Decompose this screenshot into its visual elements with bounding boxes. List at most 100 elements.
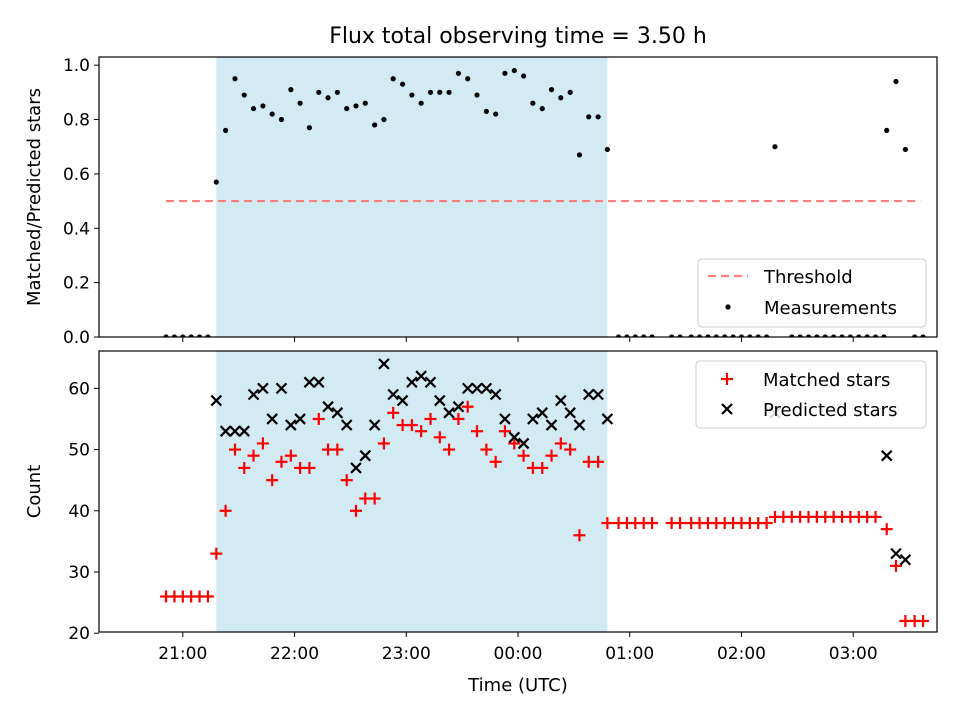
predicted-point — [592, 388, 604, 401]
matched-point — [480, 443, 493, 456]
matched-point — [489, 455, 502, 468]
predicted-point-b — [890, 547, 902, 560]
predicted-point — [601, 413, 614, 425]
matched-point — [889, 559, 902, 572]
predicted-point-b — [387, 388, 399, 401]
predicted-point — [452, 400, 465, 413]
measurement-point — [856, 334, 862, 337]
matched-point — [349, 504, 362, 517]
predicted-point-b — [238, 425, 251, 437]
x-tick-label: 03:00 — [829, 644, 878, 664]
measurement-point — [893, 78, 899, 85]
measurement-point — [641, 334, 647, 337]
measurement-point — [902, 146, 908, 153]
observing-window-span — [216, 351, 608, 632]
predicted-point — [899, 553, 912, 566]
matched-point — [461, 400, 474, 413]
observing-window-span — [216, 57, 608, 337]
predicted-point-b — [480, 382, 493, 395]
predicted-point-b — [396, 394, 409, 407]
measurement-point — [632, 334, 638, 337]
matched-point — [387, 406, 400, 419]
matched-point — [508, 437, 521, 450]
measurement-point — [839, 334, 845, 337]
predicted-point-b — [275, 382, 288, 395]
measurement-point — [390, 76, 396, 82]
measurement-point — [205, 334, 211, 337]
measurement-point — [250, 106, 257, 112]
predicted-point-b — [489, 388, 502, 401]
matched-point — [256, 437, 269, 450]
predicted-point — [285, 419, 297, 431]
legend-box — [697, 258, 927, 328]
measurement-point — [437, 89, 443, 95]
predicted-point — [387, 388, 399, 401]
predicted-point-b — [592, 388, 604, 401]
measurement-point — [409, 92, 415, 98]
predicted-point-b — [545, 419, 558, 431]
series-1-points — [160, 400, 930, 627]
predicted-point — [564, 407, 576, 419]
predicted-point-b — [406, 376, 418, 389]
measurement-point — [881, 334, 887, 337]
series-1-points — [163, 67, 926, 337]
predicted-point — [890, 547, 902, 560]
predicted-point — [266, 413, 278, 425]
y-tick-label: 0.0 — [63, 328, 90, 348]
matched-point — [573, 529, 586, 542]
predicted-point-b — [582, 388, 595, 401]
measurement-point — [548, 87, 555, 93]
measurement-point — [624, 334, 630, 337]
predicted-point-b — [573, 419, 586, 431]
y-tick-label: 0.2 — [63, 274, 90, 294]
measurement-point — [530, 100, 536, 106]
matched-point — [424, 412, 437, 425]
measurement-point — [163, 334, 169, 337]
predicted-point — [406, 376, 418, 389]
predicted-point-b — [266, 413, 278, 425]
matched-point — [646, 517, 659, 530]
matched-point — [238, 461, 251, 474]
matched-point — [368, 492, 381, 505]
measurement-point — [196, 334, 203, 337]
measurement-point — [288, 87, 294, 93]
measurement-point — [232, 76, 238, 82]
predicted-point — [480, 382, 493, 395]
matched-point — [880, 523, 893, 536]
predicted-point-b — [564, 407, 576, 419]
measurement-point — [520, 73, 527, 79]
predicted-point-b — [313, 376, 325, 389]
measurement-point — [558, 95, 564, 101]
matched-point — [869, 510, 882, 523]
matched-point — [219, 504, 232, 517]
y-tick-label: 40 — [68, 502, 90, 522]
predicted-point — [573, 419, 586, 431]
measurement-point — [797, 334, 803, 337]
measurement-point — [738, 334, 745, 337]
predicted-point-b — [424, 376, 437, 389]
predicted-point — [257, 382, 269, 395]
predicted-point — [350, 462, 362, 474]
predicted-point — [238, 425, 251, 437]
predicted-point-b — [434, 394, 446, 407]
predicted-point — [424, 376, 437, 389]
measurement-point — [730, 334, 736, 337]
predicted-point — [415, 370, 427, 382]
predicted-point-b — [350, 462, 362, 474]
measurement-point — [362, 100, 368, 106]
measurement-point — [604, 146, 610, 153]
matched-point — [284, 449, 297, 462]
matched-point — [415, 425, 428, 438]
measurement-point — [483, 108, 489, 114]
bottom-panel: 20 30 40 50 60 21:00 22:00 23:00 00:00 01:00 02:00… — [24, 350, 938, 696]
legend-threshold-label: Threshold — [763, 267, 853, 288]
predicted-point-b — [219, 425, 232, 437]
measurement-point — [722, 334, 728, 337]
legend-predicted-swatch-b — [721, 403, 733, 415]
predicted-point — [489, 388, 502, 401]
predicted-point — [313, 376, 325, 389]
matched-point — [601, 517, 614, 530]
legend-matched-swatch — [721, 373, 733, 385]
predicted-point — [294, 413, 306, 425]
